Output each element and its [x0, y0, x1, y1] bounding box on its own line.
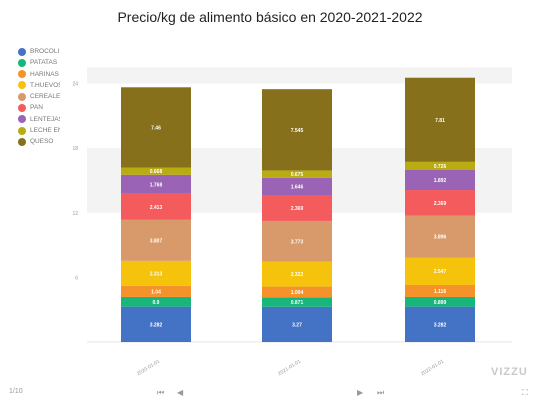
bar-segment	[262, 297, 332, 307]
first-slide-button[interactable]: ⏮	[157, 388, 165, 397]
data-label: 3.807	[150, 238, 163, 244]
legend-marker	[18, 92, 26, 101]
bar-segment	[405, 77, 475, 162]
legend-marker	[18, 47, 26, 56]
data-label: 0.871	[291, 300, 304, 306]
previous-slide-button[interactable]: ◀	[177, 388, 184, 397]
watermark-logo: VIZZU	[491, 366, 528, 378]
bar-segment	[405, 284, 475, 297]
legend-item[interactable]: CEREALES	[18, 91, 60, 102]
data-label: 3.282	[434, 322, 447, 328]
y-tick-label: 6	[75, 275, 78, 281]
data-label: 1.04	[151, 289, 161, 295]
legend-item[interactable]: LENTEJAS	[18, 114, 60, 125]
legend-label: T.HUEVOS	[30, 81, 60, 89]
data-label: 7.545	[291, 128, 304, 134]
data-label: 7.81	[435, 118, 445, 124]
legend-label: LENTEJAS	[30, 115, 60, 123]
y-tick-label: 12	[72, 211, 78, 217]
data-label: 0.726	[434, 164, 447, 170]
legend-marker	[18, 58, 26, 67]
play-button[interactable]: ▶	[357, 388, 364, 397]
data-label: 1.116	[434, 289, 446, 295]
data-label: 3.896	[434, 235, 447, 241]
x-tick-label: 2020-01-01	[136, 358, 161, 377]
bar-segment	[262, 306, 332, 342]
data-label: 0.899	[434, 300, 447, 306]
legend-item[interactable]: PAN	[18, 102, 60, 113]
legend-item[interactable]: HARINAS	[18, 69, 60, 80]
data-label: 2.369	[291, 206, 304, 212]
data-label: 2.413	[150, 205, 163, 211]
bar-segment	[262, 261, 332, 287]
bar-segment	[121, 306, 191, 342]
legend-label: LECHE ENTERA	[30, 127, 60, 135]
fullscreen-icon[interactable]: ⛶	[522, 388, 528, 397]
bar-segment	[121, 193, 191, 220]
x-tick-label: 2022-01-01	[420, 358, 445, 377]
data-label: 0.9	[153, 300, 160, 306]
page-indicator: 1/10	[9, 388, 23, 395]
data-label: 2.313	[150, 271, 163, 277]
bar-segment	[121, 296, 191, 307]
bar-segment	[262, 177, 332, 196]
bar-segment	[262, 286, 332, 298]
data-label: 1.768	[150, 182, 163, 188]
x-tick-label: 2021-01-01	[277, 358, 302, 377]
bar-segment	[405, 257, 475, 285]
legend-item[interactable]: BROCOLI	[18, 46, 60, 57]
data-label: 2.547	[434, 269, 447, 275]
y-tick-label: 24	[72, 82, 78, 88]
bar-segment	[405, 190, 475, 216]
legend-label: PATATAS	[30, 59, 58, 67]
bar-segment	[405, 215, 475, 258]
data-label: 2.369	[434, 201, 447, 207]
legend-label: QUESO	[30, 138, 54, 146]
bar-segment	[405, 306, 475, 342]
bar-segment	[405, 169, 475, 191]
data-label: 0.668	[150, 169, 163, 175]
legend: BROCOLI PATATAS HARINAS T.HUEVOS CEREALES PAN…	[18, 46, 60, 148]
bar-segment	[121, 174, 191, 194]
bar-segment	[121, 87, 191, 168]
data-label: 3.282	[150, 322, 163, 328]
bar-segment	[262, 220, 332, 262]
legend-label: PAN	[30, 104, 43, 112]
data-label: 1.646	[291, 185, 304, 191]
y-tick-label: 18	[72, 146, 78, 152]
legend-marker	[18, 126, 26, 135]
data-label: 0.675	[291, 172, 304, 178]
legend-marker	[18, 81, 26, 90]
bar-segment	[262, 170, 332, 178]
bar-segment	[121, 260, 191, 286]
legend-label: HARINAS	[30, 70, 59, 78]
legend-label: BROCOLI	[30, 48, 60, 55]
data-label: 2.322	[291, 272, 304, 278]
bar-segment	[121, 167, 191, 175]
legend-item[interactable]: T.HUEVOS	[18, 80, 60, 91]
bar-segment	[121, 219, 191, 261]
legend-marker	[18, 70, 26, 79]
legend-marker	[18, 115, 26, 124]
data-label: 1.004	[291, 290, 304, 296]
data-label: 7.46	[151, 125, 161, 131]
data-label: 3.27	[292, 322, 302, 328]
data-label: 1.892	[434, 178, 447, 184]
bar-segment	[121, 285, 191, 297]
bar-segment	[262, 195, 332, 221]
legend-item[interactable]: PATATAS	[18, 57, 60, 68]
bar-segment	[405, 161, 475, 170]
bar-segment	[262, 89, 332, 171]
data-label: 3.773	[291, 239, 304, 245]
legend-marker	[18, 103, 26, 112]
last-slide-button[interactable]: ⏭	[377, 388, 385, 397]
bar-segment	[405, 296, 475, 307]
chart-title: Precio/kg de alimento básico en 2020-202…	[117, 9, 423, 25]
legend-label: CEREALES	[30, 93, 60, 101]
legend-marker	[18, 137, 26, 146]
legend-item[interactable]: LECHE ENTERA	[18, 125, 60, 136]
legend-item[interactable]: QUESO	[18, 136, 60, 147]
